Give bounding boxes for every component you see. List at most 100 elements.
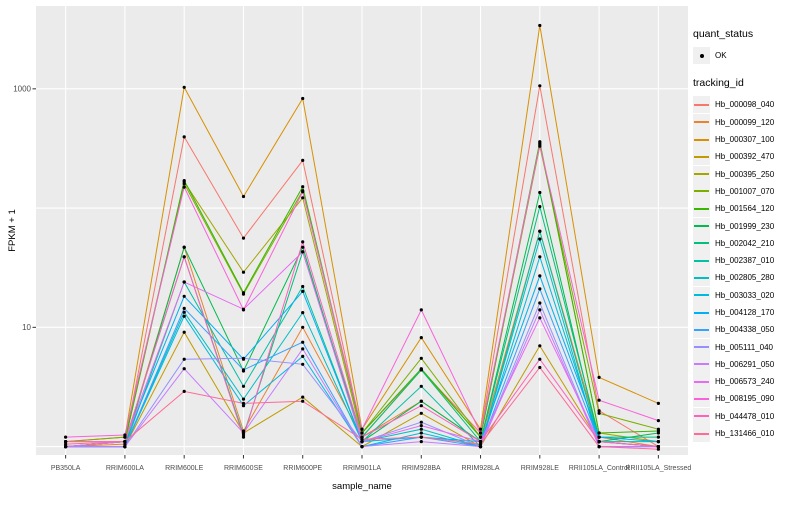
legend-ok-entry[interactable]: OK bbox=[693, 47, 799, 65]
data-point[interactable] bbox=[301, 399, 305, 403]
data-point[interactable] bbox=[182, 135, 186, 139]
legend-entry[interactable]: Hb_002387_010 bbox=[693, 252, 799, 270]
data-point[interactable] bbox=[478, 440, 483, 444]
data-point[interactable] bbox=[597, 445, 601, 449]
data-point[interactable] bbox=[597, 398, 601, 402]
data-point[interactable] bbox=[478, 435, 483, 439]
legend-entry[interactable]: Hb_000098_040 bbox=[693, 96, 799, 114]
legend-entry[interactable]: Hb_000395_250 bbox=[693, 165, 799, 183]
data-point[interactable] bbox=[597, 411, 601, 415]
data-point[interactable] bbox=[597, 409, 601, 413]
data-point[interactable] bbox=[182, 182, 186, 186]
data-point[interactable] bbox=[64, 435, 68, 439]
data-point[interactable] bbox=[419, 411, 423, 415]
data-point[interactable] bbox=[182, 185, 186, 189]
data-point[interactable] bbox=[656, 447, 661, 451]
data-point[interactable] bbox=[301, 185, 305, 189]
data-point[interactable] bbox=[182, 367, 186, 371]
data-point[interactable] bbox=[538, 84, 542, 88]
legend-entry[interactable]: Hb_006291_050 bbox=[693, 355, 799, 373]
data-point[interactable] bbox=[182, 389, 186, 393]
legend-entry[interactable]: Hb_000099_120 bbox=[693, 113, 799, 131]
data-point[interactable] bbox=[597, 435, 601, 439]
data-point[interactable] bbox=[301, 158, 305, 162]
data-point[interactable] bbox=[538, 357, 542, 361]
data-point[interactable] bbox=[301, 284, 305, 289]
legend-entry[interactable]: Hb_004128_170 bbox=[693, 304, 799, 321]
data-point[interactable] bbox=[182, 85, 186, 89]
data-point[interactable] bbox=[419, 368, 423, 372]
data-point[interactable] bbox=[419, 336, 423, 340]
data-point[interactable] bbox=[419, 440, 423, 444]
data-point[interactable] bbox=[478, 427, 483, 431]
data-point[interactable] bbox=[478, 445, 483, 449]
data-point[interactable] bbox=[241, 194, 246, 199]
legend-entry[interactable]: Hb_002805_280 bbox=[693, 269, 799, 287]
data-point[interactable] bbox=[301, 311, 305, 315]
data-point[interactable] bbox=[538, 308, 542, 312]
data-point[interactable] bbox=[123, 433, 127, 437]
data-point[interactable] bbox=[419, 435, 423, 439]
data-point[interactable] bbox=[123, 445, 127, 449]
data-point[interactable] bbox=[241, 404, 246, 408]
data-point[interactable] bbox=[182, 255, 186, 259]
data-point[interactable] bbox=[538, 274, 542, 278]
data-point[interactable] bbox=[301, 196, 305, 200]
data-point[interactable] bbox=[182, 357, 186, 361]
data-point[interactable] bbox=[419, 384, 423, 388]
data-point[interactable] bbox=[538, 143, 542, 147]
data-point[interactable] bbox=[241, 270, 246, 274]
data-point[interactable] bbox=[419, 308, 423, 312]
data-point[interactable] bbox=[538, 205, 542, 209]
data-point[interactable] bbox=[538, 287, 542, 291]
legend-entry[interactable]: Hb_004338_050 bbox=[693, 321, 799, 339]
data-point[interactable] bbox=[538, 190, 542, 195]
legend-entry[interactable]: Hb_005111_040 bbox=[693, 338, 799, 356]
data-point[interactable] bbox=[656, 445, 661, 449]
data-point[interactable] bbox=[419, 431, 423, 435]
data-point[interactable] bbox=[656, 431, 661, 435]
data-point[interactable] bbox=[64, 445, 68, 449]
data-point[interactable] bbox=[182, 306, 186, 310]
legend-entry[interactable]: Hb_044478_010 bbox=[693, 407, 799, 425]
data-point[interactable] bbox=[360, 427, 364, 431]
data-point[interactable] bbox=[301, 190, 305, 194]
data-point[interactable] bbox=[538, 344, 542, 348]
data-point[interactable] bbox=[538, 365, 542, 370]
data-point[interactable] bbox=[241, 384, 246, 388]
data-point[interactable] bbox=[241, 368, 246, 372]
data-point[interactable] bbox=[241, 291, 246, 295]
data-point[interactable] bbox=[360, 437, 364, 441]
legend-entry[interactable]: Hb_008195_090 bbox=[693, 390, 799, 408]
data-point[interactable] bbox=[241, 435, 246, 439]
data-point[interactable] bbox=[478, 431, 483, 435]
data-point[interactable] bbox=[360, 445, 364, 449]
data-point[interactable] bbox=[301, 96, 305, 101]
data-point[interactable] bbox=[419, 356, 423, 360]
data-point[interactable] bbox=[360, 440, 364, 444]
data-point[interactable] bbox=[241, 356, 246, 360]
data-point[interactable] bbox=[301, 340, 305, 344]
data-point[interactable] bbox=[182, 245, 186, 249]
data-point[interactable] bbox=[656, 440, 661, 444]
legend-entry[interactable]: Hb_001999_230 bbox=[693, 217, 799, 235]
data-point[interactable] bbox=[419, 424, 423, 428]
legend-entry[interactable]: Hb_003033_020 bbox=[693, 286, 799, 304]
data-point[interactable] bbox=[123, 440, 127, 444]
data-point[interactable] bbox=[419, 404, 423, 408]
data-point[interactable] bbox=[241, 397, 246, 401]
data-point[interactable] bbox=[182, 179, 186, 183]
data-point[interactable] bbox=[123, 442, 127, 446]
data-point[interactable] bbox=[656, 401, 661, 405]
data-point[interactable] bbox=[538, 255, 542, 259]
legend-entry[interactable]: Hb_002042_210 bbox=[693, 234, 799, 252]
data-point[interactable] bbox=[241, 401, 246, 405]
data-point[interactable] bbox=[64, 442, 68, 446]
legend-entry[interactable]: Hb_000392_470 bbox=[693, 148, 799, 166]
data-point[interactable] bbox=[241, 431, 246, 435]
data-point[interactable] bbox=[538, 316, 542, 320]
data-point[interactable] bbox=[656, 419, 661, 423]
data-point[interactable] bbox=[597, 440, 601, 444]
data-point[interactable] bbox=[301, 362, 305, 366]
data-point[interactable] bbox=[478, 442, 483, 446]
